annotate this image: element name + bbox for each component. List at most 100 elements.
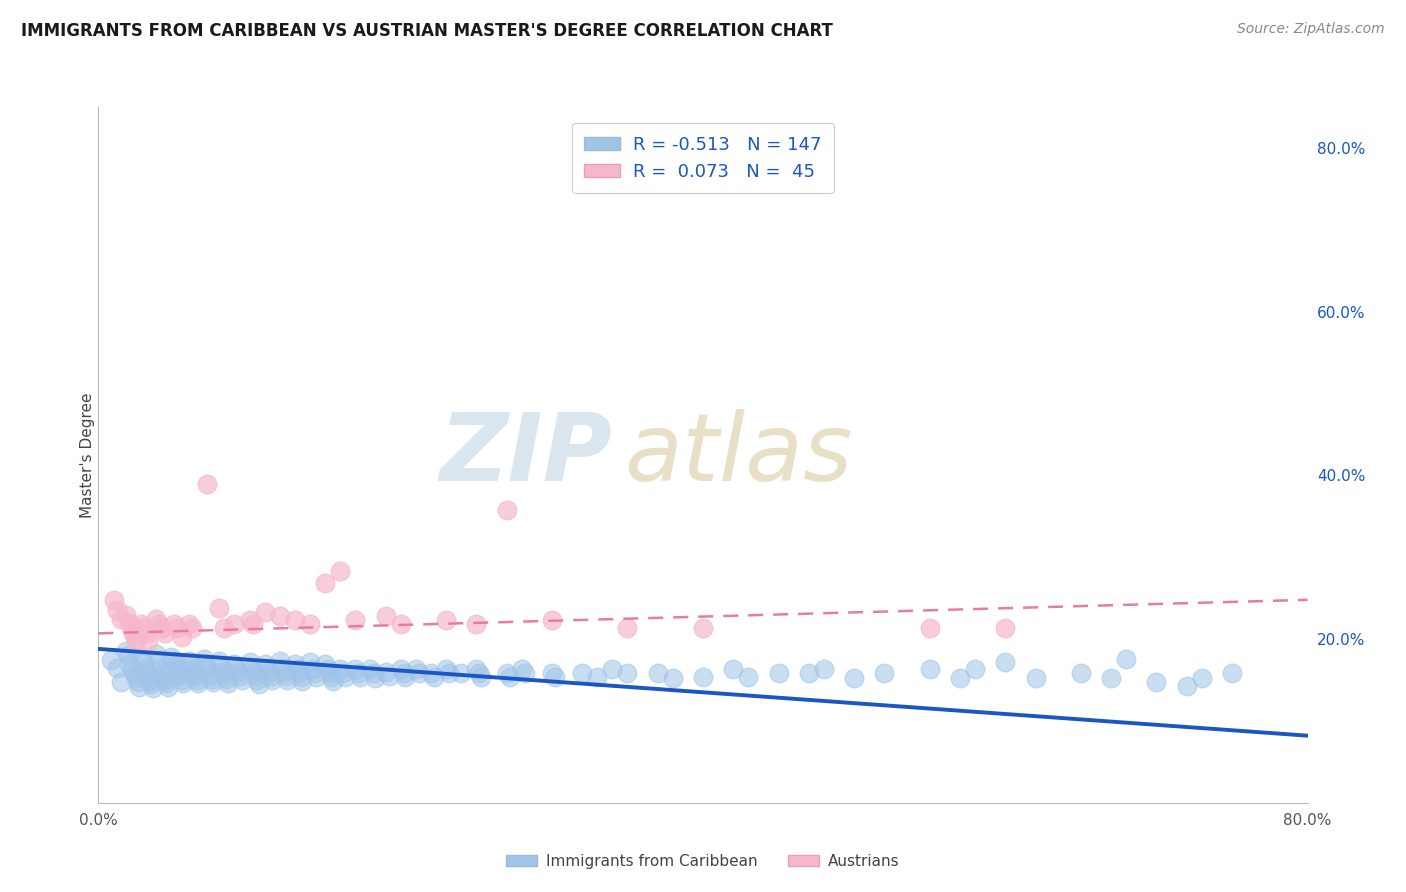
Point <box>408 666 430 681</box>
Point <box>150 666 173 681</box>
Point <box>495 665 517 680</box>
Point <box>239 655 262 669</box>
Point <box>314 657 336 672</box>
Point <box>118 657 141 671</box>
Point <box>125 672 148 686</box>
Point <box>318 665 340 680</box>
Point <box>105 661 128 675</box>
Point <box>160 650 183 665</box>
Point <box>994 622 1017 636</box>
Point <box>247 677 270 691</box>
Point <box>284 613 307 627</box>
Point <box>434 662 457 676</box>
Point <box>118 648 141 663</box>
Point <box>180 657 202 672</box>
Point <box>183 665 205 680</box>
Point <box>322 673 344 688</box>
Point <box>602 662 624 676</box>
Point <box>181 662 204 676</box>
Point <box>231 673 253 687</box>
Point <box>1191 671 1213 685</box>
Point <box>148 617 170 632</box>
Point <box>287 662 309 676</box>
Point <box>166 622 188 636</box>
Point <box>510 662 533 676</box>
Point <box>692 622 714 636</box>
Point <box>571 665 593 680</box>
Point <box>208 601 231 615</box>
Point <box>304 665 326 680</box>
Point <box>170 673 193 687</box>
Point <box>214 669 236 683</box>
Point <box>405 662 427 676</box>
Point <box>544 670 567 684</box>
Point <box>364 671 387 685</box>
Point <box>179 654 201 668</box>
Point <box>616 622 638 636</box>
Point <box>274 669 297 683</box>
Point <box>965 662 987 676</box>
Point <box>224 657 246 671</box>
Point <box>124 630 146 644</box>
Point <box>329 662 352 676</box>
Point <box>245 669 267 683</box>
Point <box>540 613 562 627</box>
Point <box>136 633 159 648</box>
Point <box>242 661 264 675</box>
Point <box>299 655 322 669</box>
Point <box>153 625 176 640</box>
Point <box>145 647 167 661</box>
Point <box>114 607 136 622</box>
Point <box>434 613 457 627</box>
Point <box>229 669 252 683</box>
Point <box>170 630 193 644</box>
Point <box>347 665 370 680</box>
Point <box>269 654 291 668</box>
Point <box>768 665 790 680</box>
Point <box>260 669 283 683</box>
Point <box>873 666 896 681</box>
Point <box>217 676 239 690</box>
Point <box>200 668 222 682</box>
Point <box>723 662 745 676</box>
Point <box>321 670 343 684</box>
Point <box>243 665 266 679</box>
Point <box>305 670 328 684</box>
Point <box>374 665 396 679</box>
Point <box>333 670 356 684</box>
Point <box>797 666 820 681</box>
Point <box>156 681 179 695</box>
Point <box>224 617 246 632</box>
Point <box>423 670 446 684</box>
Point <box>271 661 294 675</box>
Point <box>470 670 492 684</box>
Point <box>374 609 396 624</box>
Point <box>135 625 157 640</box>
Point <box>288 665 311 680</box>
Point <box>150 622 173 636</box>
Point <box>118 615 141 630</box>
Point <box>253 605 276 619</box>
Point <box>394 670 416 684</box>
Point <box>242 617 264 632</box>
Point <box>389 617 412 632</box>
Point <box>329 564 352 578</box>
Point <box>1070 666 1092 681</box>
Point <box>181 622 204 636</box>
Point <box>148 654 170 668</box>
Point <box>918 662 941 676</box>
Point <box>253 657 276 672</box>
Point <box>211 661 233 675</box>
Point <box>513 665 536 680</box>
Point <box>540 665 562 680</box>
Point <box>647 666 669 681</box>
Point <box>737 670 759 684</box>
Point <box>155 676 177 690</box>
Point <box>299 617 322 632</box>
Point <box>127 675 149 690</box>
Point <box>179 617 201 632</box>
Point <box>153 673 176 687</box>
Text: Source: ZipAtlas.com: Source: ZipAtlas.com <box>1237 22 1385 37</box>
Point <box>212 622 235 636</box>
Point <box>195 661 218 675</box>
